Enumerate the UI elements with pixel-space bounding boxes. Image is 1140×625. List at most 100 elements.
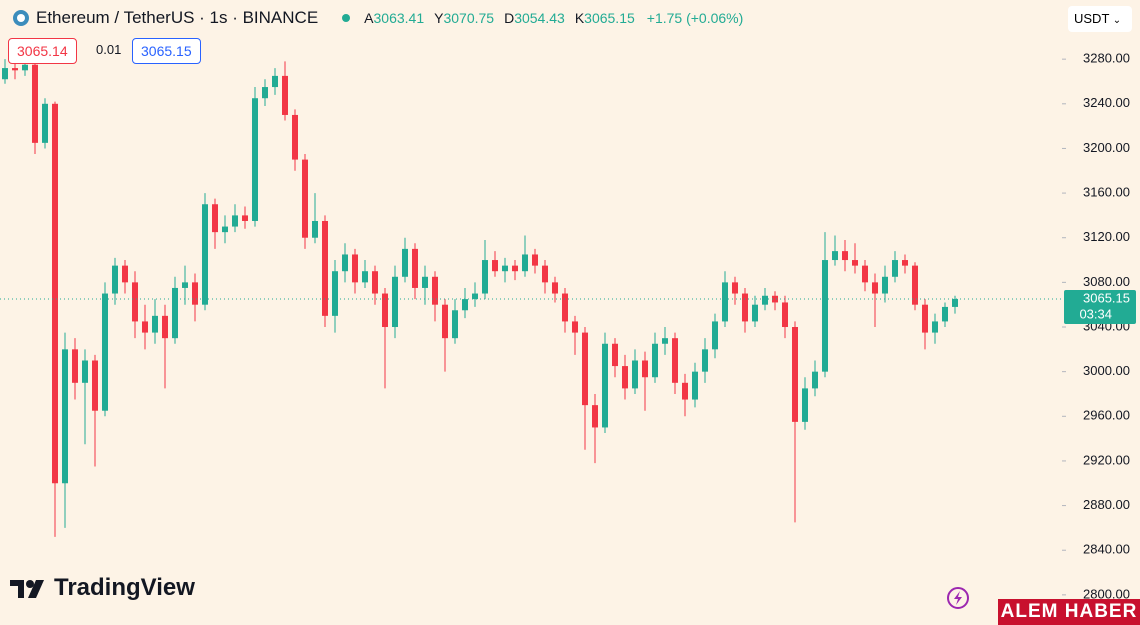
y-tick-label: 2840.00 [1083,542,1130,557]
spread: 0.01 [96,42,122,57]
candle-body [622,366,628,389]
ask-box[interactable]: 3065.15 [132,38,201,64]
candle-body [952,298,958,307]
candle-body [312,220,318,238]
watermark: TradingView [10,574,195,602]
candle-body [752,304,758,322]
candle-body [572,321,578,333]
candle-body [172,287,178,339]
y-tick-label: 2880.00 [1083,497,1130,512]
y-tick-label: 3200.00 [1083,140,1130,155]
candle-body [812,371,818,389]
candle-body [252,98,258,221]
lightning-glyph [954,591,962,605]
candle-body [722,282,728,322]
candle-body [62,349,68,484]
candle-body [942,306,948,322]
ohlc-l: D3054.43 [504,10,565,26]
candle-body [302,159,308,238]
change: +1.75 (+0.06%) [646,10,744,26]
candle-body [102,293,108,411]
candle-body [212,204,218,233]
candle-body [822,260,828,372]
watermark-text: TradingView [54,574,195,601]
candle-body [522,254,528,272]
candle-body [592,405,598,428]
candle-body [182,282,188,288]
ohlc-h: Y3070.75 [434,10,495,26]
last-price-label: 3065.15 [1083,290,1130,305]
candle-body [72,349,78,383]
y-tick-label: 3000.00 [1083,363,1130,378]
candle-body [292,114,298,160]
candle-body [442,304,448,339]
candle-body [142,321,148,333]
candle-body [262,87,268,99]
candle-body [12,68,18,71]
candle-body [122,265,128,283]
y-tick-label: 2920.00 [1083,452,1130,467]
candle-body [492,260,498,272]
candle-body [472,293,478,300]
candle-body [702,349,708,372]
y-tick-label: 2960.00 [1083,408,1130,423]
candle-body [842,251,848,261]
candle-body [162,315,168,339]
candle-body [392,276,398,328]
candle-body [682,382,688,400]
candle-body [372,271,378,294]
currency-select[interactable]: USDT ⌄ [1068,6,1132,32]
candle-body [862,265,868,283]
candle-body [552,282,558,294]
ohlc-c: K3065.15 [574,10,635,26]
candle-body [322,220,328,316]
candle-body [242,215,248,221]
candle-body [362,271,368,283]
candle-body [32,64,38,143]
candle-body [782,302,788,328]
candle-body [452,310,458,339]
candle-body [632,360,638,389]
candle-body [852,260,858,266]
candle-body [502,265,508,272]
y-tick-label: 3160.00 [1083,185,1130,200]
countdown: 03:34 [1079,306,1112,321]
candle-body [382,293,388,328]
symbol-title: Ethereum / TetherUS · 1s · BINANCE [36,8,319,27]
candle-body [22,64,28,71]
candle-body [712,321,718,350]
candle-body [132,282,138,322]
y-tick-label: 2800.00 [1083,586,1130,601]
candle-body [282,75,288,115]
y-tick-label: 3240.00 [1083,95,1130,110]
candle-body [692,371,698,400]
candle-body [642,360,648,378]
candle-body [762,295,768,305]
candle-body [732,282,738,294]
candle-body [792,327,798,422]
candle-body [222,226,228,233]
candle-body [932,321,938,333]
ohlc-o: A3063.41 [364,10,425,26]
candle-body [602,343,608,428]
candle-body [512,265,518,272]
symbol-icon [13,10,29,26]
bid-box[interactable]: 3065.14 [8,38,77,64]
candle-body [892,260,898,277]
candle-body [672,338,678,383]
candle-body [92,360,98,411]
candle-body [582,332,588,406]
logo-icon [10,580,44,598]
candle-body [662,338,668,344]
candle-body [802,388,808,422]
candle-body [152,315,158,333]
y-tick-label: 3120.00 [1083,229,1130,244]
candle-body [42,103,48,143]
candle-body [112,265,118,294]
candle-body [82,360,88,383]
candle-body [202,204,208,305]
candle-body [52,103,58,484]
lightning-icon[interactable] [947,587,969,609]
candle-body [532,254,538,266]
currency: USDT [1074,11,1110,26]
